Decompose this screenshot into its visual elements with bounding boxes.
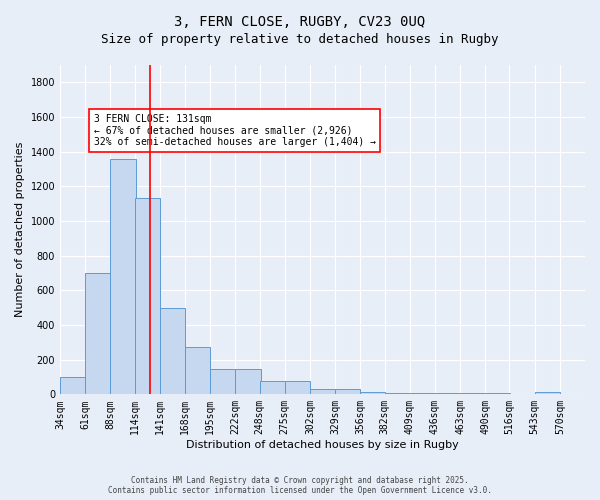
Bar <box>335 389 360 394</box>
Bar <box>535 392 560 394</box>
Text: Size of property relative to detached houses in Rugby: Size of property relative to detached ho… <box>101 32 499 46</box>
Bar <box>310 389 335 394</box>
X-axis label: Distribution of detached houses by size in Rugby: Distribution of detached houses by size … <box>186 440 459 450</box>
Bar <box>385 392 410 394</box>
Bar <box>85 273 110 394</box>
Bar <box>235 369 260 394</box>
Text: 3, FERN CLOSE, RUGBY, CV23 0UQ: 3, FERN CLOSE, RUGBY, CV23 0UQ <box>175 15 425 29</box>
Bar <box>260 382 285 394</box>
Text: Contains HM Land Registry data © Crown copyright and database right 2025.
Contai: Contains HM Land Registry data © Crown c… <box>108 476 492 495</box>
Bar <box>160 308 185 394</box>
Y-axis label: Number of detached properties: Number of detached properties <box>15 142 25 318</box>
Bar <box>360 392 385 394</box>
Text: 3 FERN CLOSE: 131sqm
← 67% of detached houses are smaller (2,926)
32% of semi-de: 3 FERN CLOSE: 131sqm ← 67% of detached h… <box>94 114 376 146</box>
Bar <box>110 158 136 394</box>
Bar <box>60 377 85 394</box>
Bar <box>134 198 160 394</box>
Bar <box>210 369 235 394</box>
Bar <box>285 382 310 394</box>
Bar <box>185 346 210 395</box>
Bar <box>410 392 435 394</box>
